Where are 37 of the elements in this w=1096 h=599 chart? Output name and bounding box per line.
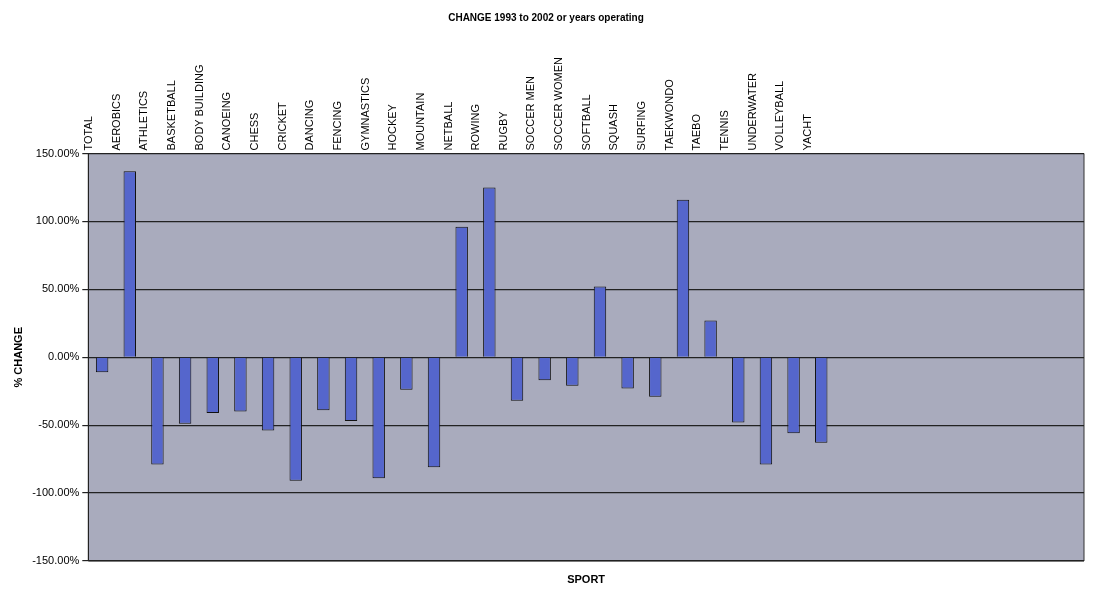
x-tick-label: SQUASH: [607, 103, 620, 151]
y-tick-label: 150.00%: [35, 146, 80, 159]
x-tick-label: GYMNASTICS: [358, 77, 371, 151]
chart-title: CHANGE 1993 to 2002 or years operating: [448, 11, 644, 23]
y-tick-label: 50.00%: [41, 282, 80, 295]
x-tick-label: AEROBICS: [109, 93, 122, 151]
x-tick-label: YACHT: [801, 113, 814, 151]
x-tick-label: CHESS: [247, 112, 260, 151]
x-tick-label: BODY BUILDING: [192, 64, 205, 151]
x-tick-label: DANCING: [303, 99, 316, 151]
y-tick-label: 100.00%: [35, 214, 80, 227]
x-tick-label: BASKETBALL: [164, 80, 177, 151]
y-tick-label: -150.00%: [32, 554, 80, 567]
x-tick-label: TAEKWONDO: [662, 78, 675, 151]
x-tick-label: NETBALL: [441, 101, 454, 151]
x-tick-label: CANOEING: [220, 91, 233, 151]
x-tick-label: UNDERWATER: [745, 73, 758, 151]
x-tick-label: ROWING: [469, 104, 482, 151]
x-tick-label: SOCCER WOMEN: [552, 56, 565, 151]
x-tick-label: FENCING: [330, 101, 343, 151]
y-tick-label: -100.00%: [32, 486, 80, 499]
x-tick-label: ATHLETICS: [137, 90, 150, 151]
x-tick-label: VOLLEYBALL: [773, 80, 786, 151]
y-axis-title: % CHANGE: [11, 326, 24, 388]
x-tick-label: CRICKET: [275, 101, 288, 151]
x-tick-label: TENNIS: [718, 110, 731, 151]
y-tick-label: -50.00%: [38, 418, 80, 431]
y-tick-label: 0.00%: [48, 350, 80, 363]
x-tick-label: TOTAL: [81, 116, 94, 151]
x-tick-label: RUGBY: [496, 110, 509, 151]
x-tick-label: HOCKEY: [386, 103, 399, 151]
x-tick-label: SOCCER MEN: [524, 75, 537, 151]
x-tick-label: MOUNTAIN: [413, 92, 426, 151]
x-tick-label: SOFTBALL: [579, 94, 592, 151]
x-axis-title: SPORT: [567, 573, 606, 585]
x-tick-label: SURFING: [635, 101, 648, 151]
x-tick-label: TAEBO: [690, 113, 703, 151]
